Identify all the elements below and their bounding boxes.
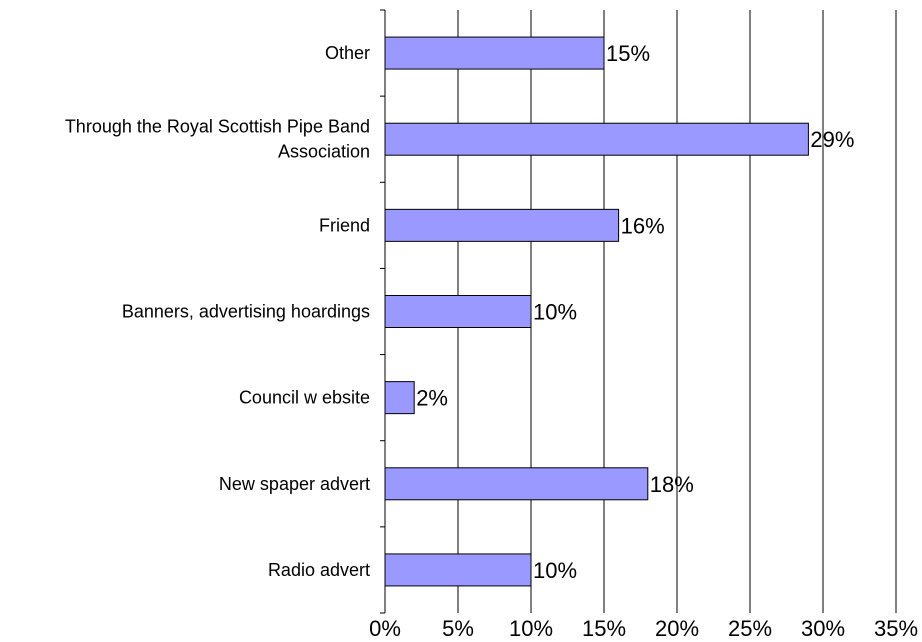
x-tick-label-25: 25% (728, 616, 772, 637)
bars (384, 36, 809, 587)
category-label-5: New spaper advert (219, 474, 370, 494)
bar-0 (384, 36, 605, 70)
y-axis (380, 9, 386, 614)
x-tick-label-15: 15% (582, 616, 626, 637)
bar-5 (384, 467, 649, 501)
bar-3 (384, 295, 532, 328)
x-tick-label-0: 0% (369, 616, 401, 637)
category-label-6: Radio advert (268, 560, 370, 580)
bar-2 (384, 208, 620, 242)
x-tick-label-20: 20% (655, 616, 699, 637)
x-tick-label-30: 30% (801, 616, 845, 637)
x-tick-label-5: 5% (442, 616, 474, 637)
x-tick-label-10: 10% (509, 616, 553, 637)
category-label-3: Banners, advertising hoardings (122, 302, 370, 322)
category-label-line: Banners, advertising hoardings (122, 302, 370, 322)
data-label-2: 16% (621, 213, 665, 238)
category-labels: Other Through the Royal Scottish Pipe Ban… (65, 43, 370, 580)
data-label-3: 10% (533, 300, 577, 325)
bar-4 (384, 381, 415, 415)
category-label-1: Through the Royal Scottish Pipe Band Asso… (65, 117, 370, 162)
x-tick-label-35: 35% (874, 616, 918, 637)
bar-1 (384, 122, 809, 156)
data-label-6: 10% (533, 558, 577, 583)
category-label-line: Council w ebsite (239, 388, 370, 408)
category-label-line: New spaper advert (219, 474, 370, 494)
bar-6 (384, 553, 532, 587)
data-labels: 15% 29% 16% 10% 2% 18% 10% (416, 41, 854, 583)
x-tick-labels: 0% 5% 10% 15% 20% 25% 30% 35% (369, 616, 918, 641)
data-label-4: 2% (416, 386, 448, 411)
gridlines (457, 10, 897, 613)
data-label-0: 15% (606, 41, 650, 66)
category-label-line: Radio advert (268, 560, 370, 580)
category-label-0: Other (325, 43, 370, 63)
category-label-line: Through the Royal Scottish Pipe Band (65, 117, 370, 137)
category-label-line: Friend (319, 215, 370, 235)
category-label-line: Other (325, 43, 370, 63)
category-label-line: Association (278, 142, 370, 162)
data-label-1: 29% (810, 127, 854, 152)
category-label-2: Friend (319, 215, 370, 235)
data-label-5: 18% (650, 472, 694, 497)
category-label-4: Council w ebsite (239, 388, 370, 408)
